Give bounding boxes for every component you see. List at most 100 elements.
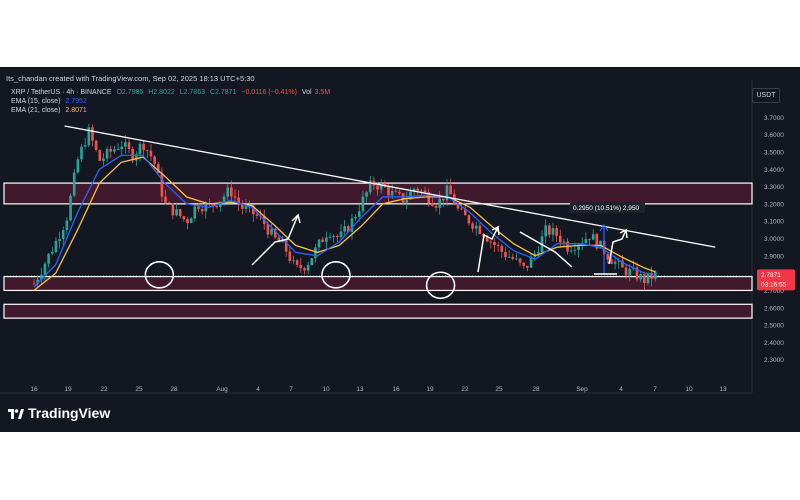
candle-body[interactable] xyxy=(650,272,653,279)
candle-body[interactable] xyxy=(584,238,588,244)
candle-body[interactable] xyxy=(164,196,167,203)
candle-body[interactable] xyxy=(153,156,156,164)
candle-body[interactable] xyxy=(116,148,120,150)
candle-body[interactable] xyxy=(368,180,372,193)
candle-body[interactable] xyxy=(387,186,390,196)
candle-body[interactable] xyxy=(361,196,365,212)
candle-body[interactable] xyxy=(175,209,178,216)
bounce-circle[interactable] xyxy=(425,271,456,300)
candle-body[interactable] xyxy=(624,267,628,276)
candle-body[interactable] xyxy=(617,260,621,262)
candle-body[interactable] xyxy=(58,239,61,241)
candle-body[interactable] xyxy=(405,199,409,203)
candle-body[interactable] xyxy=(354,216,357,219)
candle-body[interactable] xyxy=(295,260,299,265)
candle-body[interactable] xyxy=(591,234,595,240)
candle-body[interactable] xyxy=(197,206,200,209)
candle-body[interactable] xyxy=(189,218,193,224)
candle-body[interactable] xyxy=(105,148,109,159)
candle-body[interactable] xyxy=(357,211,361,217)
candle-body[interactable] xyxy=(306,264,310,271)
candle-body[interactable] xyxy=(288,251,292,261)
candle-body[interactable] xyxy=(142,143,145,151)
candle-body[interactable] xyxy=(36,279,39,284)
candle-body[interactable] xyxy=(94,140,98,150)
candle-body[interactable] xyxy=(325,237,328,243)
candle-body[interactable] xyxy=(222,196,226,202)
candle-body[interactable] xyxy=(394,190,398,192)
candle-body[interactable] xyxy=(613,261,617,264)
candle-body[interactable] xyxy=(463,209,467,216)
candle-body[interactable] xyxy=(646,272,650,284)
candle-body[interactable] xyxy=(595,234,599,249)
candle-body[interactable] xyxy=(273,228,277,238)
candle-body[interactable] xyxy=(317,239,321,248)
candle-body[interactable] xyxy=(599,240,602,249)
candle-body[interactable] xyxy=(489,241,493,243)
candle-body[interactable] xyxy=(537,252,540,254)
currency-button[interactable]: USDT xyxy=(752,88,780,103)
candle-body[interactable] xyxy=(69,195,72,221)
candle-body[interactable] xyxy=(72,172,76,196)
candle-body[interactable] xyxy=(328,236,332,238)
candle-body[interactable] xyxy=(138,143,142,155)
candle-body[interactable] xyxy=(215,206,219,208)
candle-body[interactable] xyxy=(83,145,87,147)
candle-body[interactable] xyxy=(438,198,441,208)
candle-body[interactable] xyxy=(606,254,610,260)
candle-body[interactable] xyxy=(347,226,350,232)
candle-body[interactable] xyxy=(485,237,489,242)
ema21-legend[interactable]: EMA (21, close) 2.8071 xyxy=(11,107,90,114)
candle-body[interactable] xyxy=(193,206,197,219)
candle-body[interactable] xyxy=(284,239,288,252)
candle-body[interactable] xyxy=(109,148,113,152)
candle-body[interactable] xyxy=(522,262,526,266)
candle-body[interactable] xyxy=(149,150,153,157)
candle-body[interactable] xyxy=(80,146,83,160)
candle-body[interactable] xyxy=(423,190,427,193)
candle-body[interactable] xyxy=(303,268,306,271)
candle-body[interactable] xyxy=(270,228,273,235)
candle-body[interactable] xyxy=(102,158,105,161)
candle-body[interactable] xyxy=(577,245,580,250)
candle-body[interactable] xyxy=(548,225,551,235)
candle-body[interactable] xyxy=(558,235,562,243)
candle-body[interactable] xyxy=(124,142,127,147)
candle-body[interactable] xyxy=(178,209,182,217)
candle-body[interactable] xyxy=(350,218,354,232)
candle-body[interactable] xyxy=(562,241,566,243)
candle-body[interactable] xyxy=(493,241,496,246)
bounce-circle[interactable] xyxy=(144,261,175,289)
candle-body[interactable] xyxy=(241,203,244,209)
candle-body[interactable] xyxy=(544,225,547,237)
candle-body[interactable] xyxy=(156,163,160,174)
candle-body[interactable] xyxy=(518,258,522,263)
candle-body[interactable] xyxy=(277,237,281,243)
candle-body[interactable] xyxy=(515,258,518,260)
candle-body[interactable] xyxy=(376,185,379,190)
candle-body[interactable] xyxy=(449,185,452,195)
candle-body[interactable] xyxy=(237,197,240,204)
candle-body[interactable] xyxy=(40,274,43,280)
candle-body[interactable] xyxy=(50,251,54,254)
candle-body[interactable] xyxy=(471,223,474,229)
candle-body[interactable] xyxy=(230,187,233,197)
candle-body[interactable] xyxy=(460,208,463,210)
candle-body[interactable] xyxy=(160,173,164,197)
descending-trendline[interactable] xyxy=(64,125,716,248)
candle-body[interactable] xyxy=(379,183,383,190)
candle-body[interactable] xyxy=(496,245,500,246)
candle-body[interactable] xyxy=(43,263,47,275)
candle-body[interactable] xyxy=(621,260,624,268)
candle-body[interactable] xyxy=(54,240,58,252)
candle-body[interactable] xyxy=(401,193,405,203)
candle-body[interactable] xyxy=(434,205,438,208)
candle-body[interactable] xyxy=(244,206,248,209)
candle-body[interactable] xyxy=(573,249,577,251)
candle-body[interactable] xyxy=(409,191,412,200)
candle-body[interactable] xyxy=(47,253,50,264)
candle-body[interactable] xyxy=(504,251,507,258)
candle-body[interactable] xyxy=(635,267,639,280)
candle-body[interactable] xyxy=(332,235,335,237)
candle-body[interactable] xyxy=(343,226,346,232)
